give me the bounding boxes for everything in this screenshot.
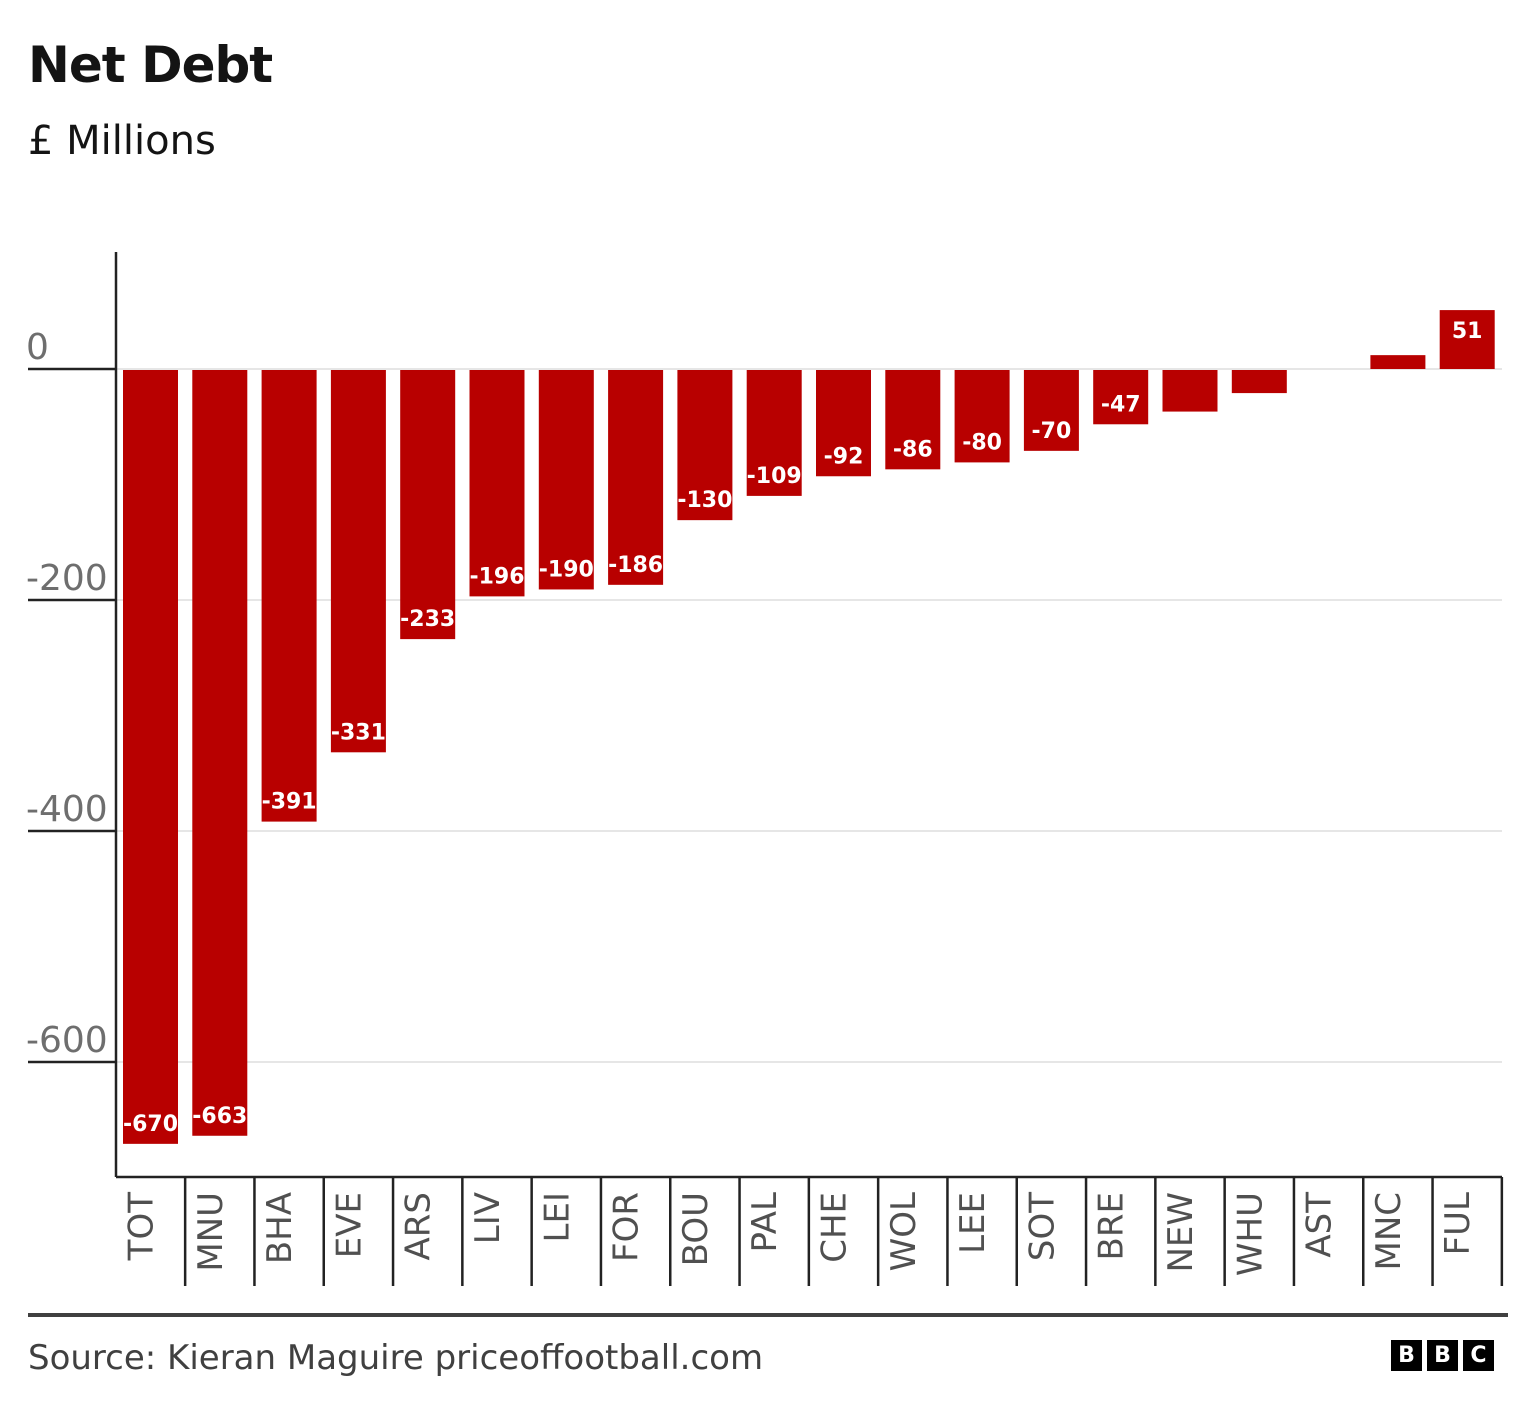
bar-mnc: [1370, 355, 1426, 369]
category-label: TOT: [122, 1192, 162, 1262]
category-label: SOT: [1022, 1192, 1062, 1261]
category-label: LEI: [537, 1192, 577, 1242]
category-label: FUL: [1438, 1192, 1478, 1255]
labels: 0 -200 -400 -600 -670 TOT -663 MNU -391 BHA -331 EV…: [26, 319, 1483, 1276]
data-label: -47: [1101, 392, 1141, 417]
bars: [123, 310, 1495, 1144]
bar-for: [608, 370, 664, 585]
bar-chart: 0 -200 -400 -600 -670 TOT -663 MNU -391 BHA -331 EV…: [26, 252, 1504, 1286]
category-label: EVE: [329, 1192, 369, 1258]
bar-lei: [538, 370, 594, 590]
bar-che: [816, 370, 871, 477]
bar-bre: [1093, 370, 1149, 425]
bar-ars: [400, 370, 456, 640]
bar-bou: [677, 370, 733, 521]
data-label: -663: [192, 1104, 247, 1129]
footer-divider: [28, 1313, 1508, 1317]
category-label: MNU: [191, 1192, 231, 1272]
category-label: BRE: [1092, 1192, 1132, 1260]
category-label: CHE: [815, 1192, 855, 1263]
data-label: -331: [331, 720, 386, 745]
bar-bha: [261, 370, 317, 822]
data-label: -391: [262, 790, 317, 815]
category-label: NEW: [1161, 1192, 1201, 1273]
bar-liv: [469, 370, 525, 597]
data-label: 51: [1452, 319, 1483, 344]
data-label: -109: [747, 464, 802, 489]
bar-ful: [1439, 310, 1495, 369]
data-label: -670: [123, 1112, 178, 1137]
y-tick-label: -400: [26, 789, 108, 830]
category-label: LIV: [468, 1192, 508, 1244]
gridlines: [116, 368, 1502, 1063]
y-tick-label: 0: [26, 327, 49, 368]
logo-letter: B: [1391, 1340, 1422, 1371]
category-label: ARS: [399, 1192, 439, 1260]
source-text: Source: Kieran Maguire priceoffootball.c…: [28, 1338, 764, 1378]
chart-title: Net Debt: [28, 36, 273, 94]
y-tick-label: -600: [26, 1020, 108, 1061]
bar-sot: [1023, 370, 1079, 451]
bar-whu: [1231, 370, 1287, 394]
data-label: -130: [677, 488, 732, 513]
y-tick-label: -200: [26, 558, 108, 599]
data-label: -233: [400, 607, 455, 632]
logo-letter: C: [1463, 1340, 1494, 1371]
data-label: -196: [469, 564, 524, 589]
bar-wol: [885, 370, 941, 470]
axes: [28, 252, 1504, 1286]
data-label: -86: [893, 437, 933, 462]
bar-pal: [746, 370, 802, 496]
bar-new: [1162, 370, 1218, 412]
category-label: LEE: [953, 1192, 993, 1254]
category-label: AST: [1300, 1192, 1340, 1258]
bar-mnu: [192, 370, 248, 1136]
bar-eve: [330, 370, 386, 753]
category-label: PAL: [745, 1192, 785, 1253]
chart-subtitle: £ Millions: [28, 118, 216, 164]
bar-tot: [123, 370, 178, 1144]
category-label: WHU: [1230, 1192, 1270, 1276]
category-label: WOL: [884, 1192, 924, 1271]
data-label: -70: [1032, 419, 1072, 444]
category-label: FOR: [607, 1192, 647, 1262]
data-label: -186: [608, 553, 663, 578]
data-label: -80: [962, 430, 1002, 455]
category-label: BHA: [260, 1192, 300, 1264]
bar-lee: [954, 370, 1010, 463]
data-label: -190: [539, 557, 594, 582]
logo-letter: B: [1427, 1340, 1458, 1371]
category-label: BOU: [676, 1192, 716, 1266]
category-label: MNC: [1369, 1192, 1409, 1271]
bbc-logo: B B C: [1391, 1340, 1494, 1371]
data-label: -92: [824, 444, 864, 469]
